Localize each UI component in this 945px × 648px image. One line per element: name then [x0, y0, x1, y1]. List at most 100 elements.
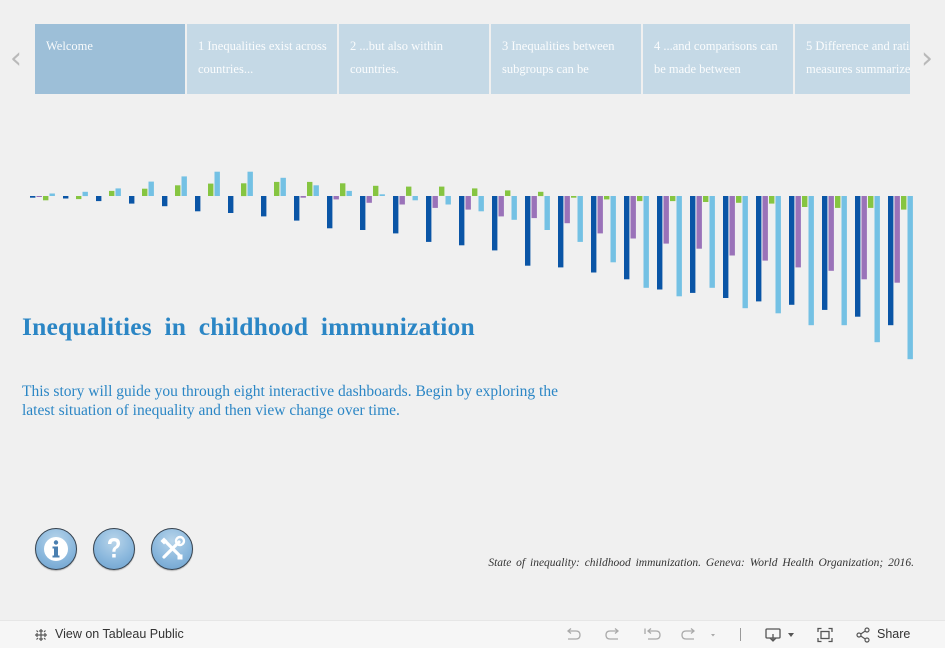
chart-bar — [195, 196, 201, 212]
chart-bar — [703, 196, 709, 202]
question-icon — [108, 538, 120, 558]
chart-bar — [531, 196, 537, 219]
chart-bar — [76, 196, 82, 200]
chart-bar — [280, 177, 286, 196]
chart-bar — [36, 196, 42, 197]
chart-bar — [30, 196, 36, 198]
chart-bar — [828, 196, 834, 271]
redo-button[interactable] — [604, 621, 622, 648]
chart-bar — [657, 196, 663, 290]
chart-bar — [663, 196, 669, 244]
story-tab-label: 5 Difference and ratio measures summariz… — [806, 39, 910, 76]
chart-bar — [208, 183, 214, 196]
share-button[interactable]: Share — [855, 621, 915, 648]
story-tab-3[interactable]: 3 Inequalities between subgroups can be — [491, 24, 641, 94]
fullscreen-button[interactable] — [816, 621, 834, 648]
chart-bar — [808, 196, 814, 326]
chart-bar — [109, 190, 115, 196]
revert-icon — [644, 628, 661, 640]
chart-bar — [148, 181, 154, 196]
next-story-point-icon[interactable]: › — [921, 41, 933, 76]
revert-button[interactable] — [643, 621, 663, 648]
help-button[interactable] — [93, 528, 135, 570]
chart-bar — [769, 196, 775, 204]
chart-bar — [472, 188, 478, 196]
chart-bar — [538, 191, 544, 197]
chart-bar — [333, 196, 339, 200]
chart-bar — [492, 196, 498, 251]
chart-bar — [63, 196, 69, 199]
chart-bar — [340, 183, 346, 197]
chart-bar — [162, 196, 168, 207]
chart-bar — [637, 196, 643, 202]
chart-bar — [822, 196, 828, 310]
intro-text: This story will guide you through eight … — [22, 383, 558, 419]
story-tab-label: Welcome — [46, 39, 93, 53]
chart-bar — [294, 196, 300, 221]
undo-icon — [566, 628, 581, 640]
refresh-button[interactable] — [680, 621, 720, 648]
chart-bar — [432, 196, 438, 208]
chart-bar — [577, 196, 583, 242]
view-on-tableau-public-label: View on Tableau Public — [55, 627, 184, 641]
chart-bar — [478, 196, 484, 212]
previous-story-point-icon[interactable]: ‹ — [10, 41, 22, 76]
chart-bar — [505, 190, 511, 196]
chart-bar — [181, 176, 187, 196]
story-tab-4[interactable]: 4 ...and comparisons can be made between — [643, 24, 793, 94]
chart-bar — [142, 188, 148, 196]
download-button[interactable] — [764, 621, 798, 648]
chart-bar — [459, 196, 465, 246]
chart-bar — [690, 196, 696, 293]
chart-bar — [247, 171, 253, 196]
chart-bar — [789, 196, 795, 305]
info-button[interactable] — [35, 528, 77, 570]
refresh-icon — [681, 628, 715, 640]
chart-bar — [511, 196, 517, 220]
info-icon — [44, 537, 68, 561]
page-title: Inequalities in childhood immunization — [22, 312, 475, 341]
chart-bar — [426, 196, 432, 242]
chart-bar — [82, 191, 88, 197]
tableau-toolbar: View on Tableau Public — [0, 620, 945, 648]
chart-bar — [43, 196, 49, 201]
chart-bar — [736, 196, 742, 203]
chart-bar — [604, 196, 610, 200]
chart-bar — [327, 196, 333, 229]
chart-bar — [393, 196, 399, 234]
chart-bar — [115, 188, 121, 196]
tools-button[interactable] — [151, 528, 193, 570]
story-tab-1[interactable]: 1 Inequalities exist across countries... — [187, 24, 337, 94]
bar-chart — [30, 171, 913, 360]
chart-bar — [406, 186, 412, 196]
chart-bar — [261, 196, 267, 217]
chart-bar — [346, 190, 352, 196]
citation-text: State of inequality: childhood immunizat… — [488, 557, 914, 569]
chart-bar — [729, 196, 735, 256]
chart-bar — [360, 196, 366, 230]
chart-bar — [762, 196, 768, 261]
chart-bar — [795, 196, 801, 268]
fullscreen-icon — [817, 627, 833, 643]
story-tab-0[interactable]: Welcome — [35, 24, 185, 94]
chart-bar — [129, 196, 135, 204]
story-tab-label: 3 Inequalities between subgroups can be — [502, 39, 615, 76]
chart-bar — [835, 196, 841, 208]
story-tab-5[interactable]: 5 Difference and ratio measures summariz… — [795, 24, 910, 94]
chart-bar — [861, 196, 867, 280]
chart-bar — [214, 171, 220, 196]
chart-bar — [742, 196, 748, 309]
chart-bar — [597, 196, 603, 234]
story-tabs: Welcome 1 Inequalities exist across count… — [35, 24, 910, 94]
undo-button[interactable] — [564, 621, 582, 648]
chart-bar — [775, 196, 781, 314]
chart-bar — [894, 196, 900, 283]
toolbar-divider — [740, 628, 741, 641]
story-tab-2[interactable]: 2 ...but also within countries. — [339, 24, 489, 94]
chart-bar — [676, 196, 682, 297]
chart-bar — [307, 181, 313, 196]
chart-bar — [445, 196, 451, 205]
chart-bar — [643, 196, 649, 288]
tools-icon — [160, 535, 186, 560]
chart-bar — [670, 196, 676, 202]
